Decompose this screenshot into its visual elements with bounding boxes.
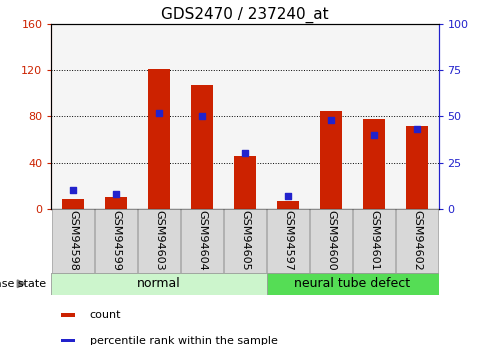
- Text: GSM94601: GSM94601: [369, 210, 379, 271]
- Point: [327, 117, 335, 123]
- FancyBboxPatch shape: [267, 273, 439, 295]
- Point: [284, 193, 292, 199]
- FancyBboxPatch shape: [181, 209, 223, 273]
- Point: [112, 191, 120, 197]
- Bar: [234, 156, 256, 209]
- Bar: [320, 111, 342, 209]
- Bar: [61, 339, 75, 342]
- Bar: [105, 197, 127, 209]
- Title: GDS2470 / 237240_at: GDS2470 / 237240_at: [161, 7, 329, 23]
- Point: [370, 132, 378, 138]
- Bar: [406, 126, 428, 209]
- Bar: [61, 313, 75, 317]
- Bar: [62, 199, 84, 209]
- Bar: [191, 85, 213, 209]
- FancyBboxPatch shape: [353, 209, 395, 273]
- Point: [69, 187, 77, 193]
- FancyBboxPatch shape: [51, 209, 94, 273]
- Point: [413, 127, 421, 132]
- Text: count: count: [90, 310, 121, 320]
- FancyBboxPatch shape: [310, 209, 352, 273]
- FancyBboxPatch shape: [138, 209, 180, 273]
- FancyBboxPatch shape: [95, 209, 137, 273]
- FancyBboxPatch shape: [396, 209, 439, 273]
- FancyBboxPatch shape: [224, 209, 266, 273]
- Text: GSM94597: GSM94597: [283, 210, 293, 271]
- Point: [198, 114, 206, 119]
- Text: GSM94604: GSM94604: [197, 210, 207, 271]
- Bar: [277, 201, 299, 209]
- Bar: [363, 119, 385, 209]
- FancyBboxPatch shape: [51, 273, 267, 295]
- Bar: [148, 69, 170, 209]
- Text: GSM94598: GSM94598: [68, 210, 78, 271]
- FancyBboxPatch shape: [267, 209, 309, 273]
- Text: normal: normal: [137, 277, 181, 290]
- Point: [155, 110, 163, 116]
- Text: disease state: disease state: [0, 279, 47, 289]
- Text: GSM94603: GSM94603: [154, 210, 164, 271]
- Text: neural tube defect: neural tube defect: [294, 277, 411, 290]
- Text: GSM94599: GSM94599: [111, 210, 121, 271]
- Point: [241, 150, 249, 156]
- Text: GSM94602: GSM94602: [412, 210, 422, 271]
- Text: GSM94600: GSM94600: [326, 210, 336, 271]
- Text: GSM94605: GSM94605: [240, 210, 250, 271]
- Text: percentile rank within the sample: percentile rank within the sample: [90, 336, 277, 345]
